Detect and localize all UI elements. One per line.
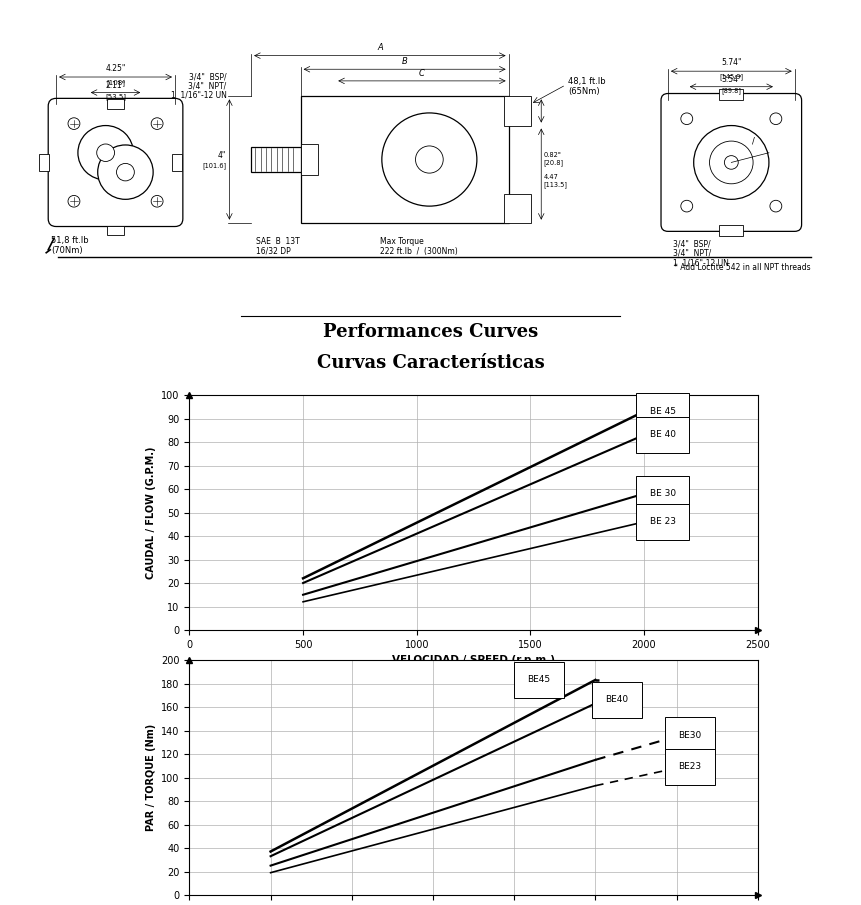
Circle shape xyxy=(770,113,782,125)
Bar xyxy=(504,97,531,126)
Text: [20.8]: [20.8] xyxy=(543,159,563,166)
Bar xyxy=(40,154,49,171)
Circle shape xyxy=(681,200,693,212)
Text: [53.5]: [53.5] xyxy=(105,93,126,100)
Bar xyxy=(300,97,509,223)
Y-axis label: CAUDAL / FLOW (G.P.M.): CAUDAL / FLOW (G.P.M.) xyxy=(146,446,156,579)
Text: 5.74": 5.74" xyxy=(721,58,741,67)
Text: 222 ft.lb  /  (300Nm): 222 ft.lb / (300Nm) xyxy=(380,247,457,256)
Circle shape xyxy=(694,126,769,199)
Circle shape xyxy=(152,118,163,129)
Text: (65Nm): (65Nm) xyxy=(568,87,599,96)
Text: BE30: BE30 xyxy=(678,730,702,739)
Text: BE40: BE40 xyxy=(605,695,629,704)
Text: BE23: BE23 xyxy=(678,762,701,771)
Circle shape xyxy=(724,156,738,169)
Text: Performances Curves: Performances Curves xyxy=(323,323,538,341)
Circle shape xyxy=(116,164,134,181)
Text: 16/32 DP: 16/32 DP xyxy=(256,247,291,256)
Text: Curvas Características: Curvas Características xyxy=(317,354,544,371)
Circle shape xyxy=(96,144,115,161)
Text: 1  1/16"-12 UN: 1 1/16"-12 UN xyxy=(673,259,728,268)
Circle shape xyxy=(77,126,133,180)
Text: Max Torque: Max Torque xyxy=(380,237,424,246)
Circle shape xyxy=(97,145,153,199)
Text: 2.11": 2.11" xyxy=(105,81,126,90)
Y-axis label: PAR / TORQUE (Nm): PAR / TORQUE (Nm) xyxy=(146,724,156,831)
Text: 3/4"  NPT/: 3/4" NPT/ xyxy=(189,81,226,91)
Circle shape xyxy=(381,113,477,206)
Text: B: B xyxy=(402,57,407,66)
Bar xyxy=(720,224,743,236)
Text: BE 45: BE 45 xyxy=(650,407,676,416)
Text: [108]: [108] xyxy=(106,79,125,86)
Text: C: C xyxy=(419,69,424,78)
Text: /: / xyxy=(752,137,754,146)
Circle shape xyxy=(681,113,693,125)
Text: (70Nm): (70Nm) xyxy=(51,246,83,255)
Text: BE 40: BE 40 xyxy=(650,431,676,440)
Circle shape xyxy=(770,200,782,212)
X-axis label: VELOCIDAD / SPEED (r.p.m.): VELOCIDAD / SPEED (r.p.m.) xyxy=(392,655,555,665)
Text: 1  1/16"-12 UN: 1 1/16"-12 UN xyxy=(170,90,226,100)
Text: 51,8 ft.lb: 51,8 ft.lb xyxy=(51,236,89,245)
Circle shape xyxy=(68,118,80,129)
Text: 48,1 ft.lb: 48,1 ft.lb xyxy=(568,77,605,86)
Bar xyxy=(172,154,182,171)
Text: A: A xyxy=(377,43,383,52)
Bar xyxy=(107,225,125,235)
Text: [89.8]: [89.8] xyxy=(722,88,741,94)
Bar xyxy=(251,147,300,172)
Text: BE 23: BE 23 xyxy=(650,518,676,527)
Bar xyxy=(300,144,319,175)
Text: 3/4"  BSP/: 3/4" BSP/ xyxy=(189,73,226,81)
Bar xyxy=(720,89,743,100)
FancyBboxPatch shape xyxy=(661,93,802,232)
Circle shape xyxy=(709,141,753,184)
Text: 4.25": 4.25" xyxy=(105,64,126,73)
Circle shape xyxy=(152,195,163,207)
Text: [113.5]: [113.5] xyxy=(543,181,567,188)
Text: BE 30: BE 30 xyxy=(650,490,676,498)
Text: 4.47: 4.47 xyxy=(543,174,558,180)
Text: [145.9]: [145.9] xyxy=(719,73,743,80)
FancyBboxPatch shape xyxy=(48,99,183,226)
Circle shape xyxy=(416,146,443,173)
Text: 0.82": 0.82" xyxy=(543,152,561,157)
Text: SAE  B  13T: SAE B 13T xyxy=(256,237,300,246)
Circle shape xyxy=(68,195,80,207)
Text: * Add Loctite 542 in all NPT threads: * Add Loctite 542 in all NPT threads xyxy=(674,263,810,272)
Text: 4": 4" xyxy=(218,151,226,160)
Text: [101.6]: [101.6] xyxy=(202,162,226,168)
Bar xyxy=(107,100,125,109)
Text: 3/4"  NPT/: 3/4" NPT/ xyxy=(673,249,711,258)
Text: BE45: BE45 xyxy=(527,675,550,684)
Text: 3/4"  BSP/: 3/4" BSP/ xyxy=(673,239,710,248)
Bar xyxy=(504,194,531,223)
Text: 3.54": 3.54" xyxy=(721,75,741,84)
